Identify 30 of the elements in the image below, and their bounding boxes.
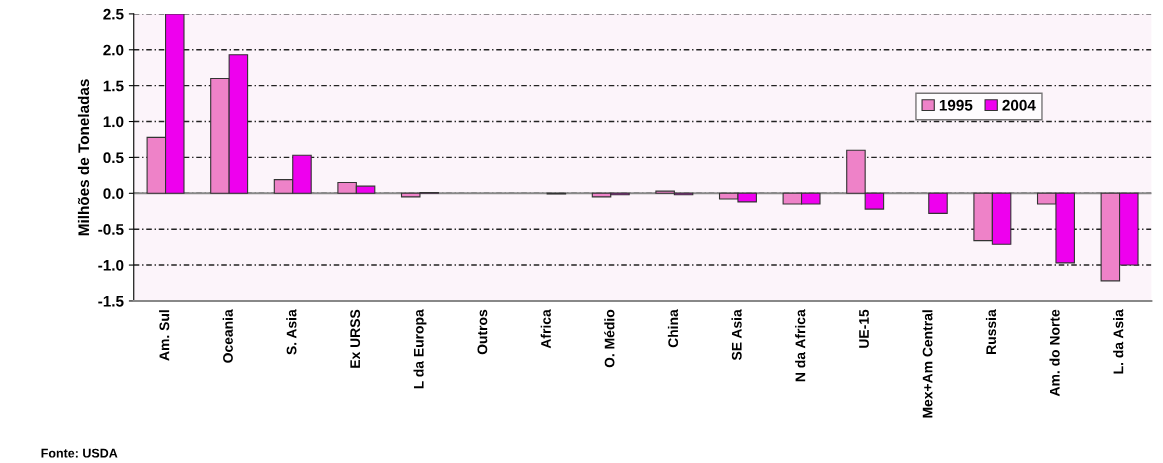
x-tick-label: Mex+Am Central <box>922 310 933 418</box>
source-note: Fonte: USDA <box>41 448 118 458</box>
y-tick-label: 2.0 <box>103 44 124 56</box>
x-tick-label: S. Asia <box>286 309 297 355</box>
x-tick-label: N da Africa <box>795 309 806 382</box>
x-tick-label: Am. Sul <box>159 310 170 361</box>
x-tick-label: Outros <box>477 309 488 355</box>
legend-label: 2004 <box>1002 99 1036 111</box>
y-tick-label: 0.0 <box>103 188 124 199</box>
x-tick-label: L. da Asia <box>1113 309 1124 374</box>
x-tick-label: Africa <box>540 309 551 349</box>
y-tick-label: 0.5 <box>103 152 124 164</box>
x-tick-label: SE Asia <box>731 309 742 361</box>
x-tick-label: UE-15 <box>859 309 869 348</box>
y-axis-title: Milhões de Toneladas <box>77 79 90 236</box>
bar <box>928 192 948 214</box>
y-tick-label: 2.5 <box>103 8 124 20</box>
x-tick-label: Ex URSS <box>350 309 361 368</box>
x-tick-label: China <box>667 309 679 348</box>
x-tick-label: L da Europa <box>413 309 427 389</box>
legend-label: 1995 <box>939 99 973 111</box>
y-tick-label: 1.5 <box>103 80 124 92</box>
y-tick-label: -0.5 <box>98 224 124 235</box>
y-tick-label: 1.0 <box>103 116 124 128</box>
x-tick-label: Oceania <box>222 309 233 363</box>
y-tick-label: -1.0 <box>98 259 124 271</box>
x-tick-label: O. Médio <box>604 309 615 368</box>
x-tick-label: Russia <box>985 309 997 354</box>
x-tick-label: Am. do Norte <box>1049 309 1060 397</box>
y-tick-label: -1.5 <box>98 295 124 307</box>
